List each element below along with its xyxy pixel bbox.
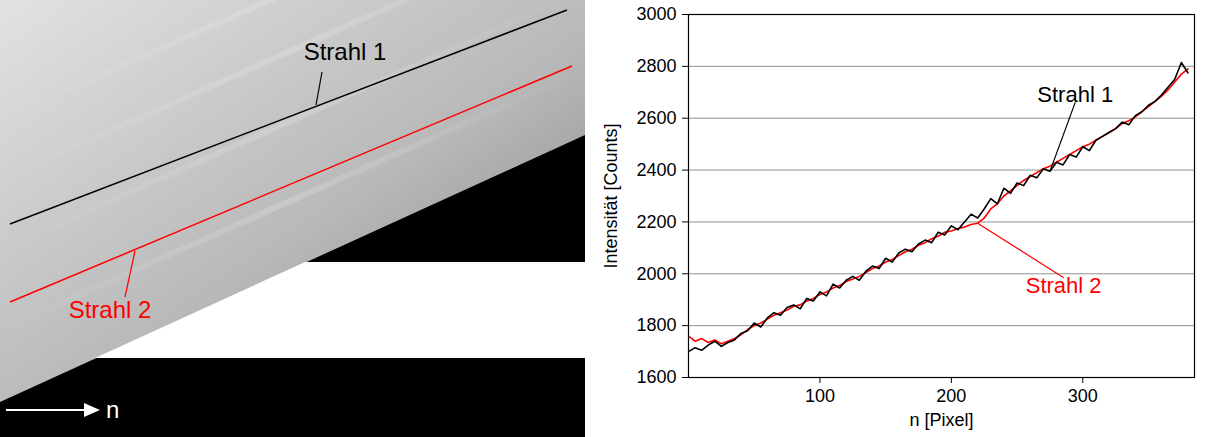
svg-text:Strahl 1: Strahl 1	[304, 38, 387, 65]
svg-text:Strahl 1: Strahl 1	[1037, 82, 1113, 107]
svg-text:3000: 3000	[636, 4, 676, 24]
svg-text:n [Pixel]: n [Pixel]	[909, 410, 973, 430]
svg-text:1800: 1800	[636, 315, 676, 335]
svg-text:200: 200	[936, 386, 966, 406]
svg-text:Strahl 2: Strahl 2	[1026, 273, 1102, 298]
svg-text:n: n	[106, 396, 119, 423]
svg-text:2800: 2800	[636, 56, 676, 76]
svg-text:Intensität [Counts]: Intensität [Counts]	[601, 123, 621, 268]
svg-text:Strahl 2: Strahl 2	[69, 296, 152, 323]
svg-text:2400: 2400	[636, 160, 676, 180]
svg-text:2200: 2200	[636, 212, 676, 232]
svg-text:2600: 2600	[636, 108, 676, 128]
svg-text:300: 300	[1068, 386, 1098, 406]
svg-text:100: 100	[805, 386, 835, 406]
svg-text:2000: 2000	[636, 264, 676, 284]
svg-text:1600: 1600	[636, 367, 676, 387]
